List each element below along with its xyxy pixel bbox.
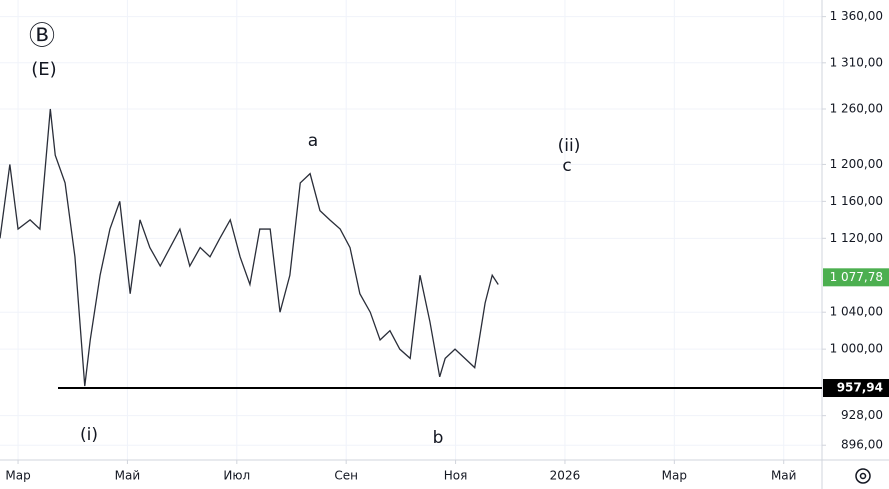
y-tick-label: 1 160,00: [830, 194, 883, 208]
y-tick-label: 1 200,00: [830, 157, 883, 171]
wave-label: (E): [31, 59, 56, 80]
y-tick-label: 1 000,00: [830, 342, 883, 356]
wave-label: c: [562, 156, 571, 176]
x-tick-label: Май: [771, 469, 797, 483]
y-tick-label: 1 120,00: [830, 231, 883, 245]
grid: [0, 0, 822, 460]
y-tick-label: 1 310,00: [830, 55, 883, 69]
wave-label: b: [433, 428, 444, 448]
y-tick-label: 896,00: [841, 438, 883, 452]
wave-label: a: [308, 131, 318, 151]
level-label-box: [823, 379, 889, 398]
x-tick-label: Сен: [334, 469, 358, 483]
y-tick-label: 928,00: [841, 408, 883, 422]
y-tick-label: 1 260,00: [830, 101, 883, 115]
last-price-label: 1 077,78: [830, 270, 883, 284]
wave-label: Ⓑ: [29, 22, 55, 52]
gear-center[interactable]: [859, 472, 867, 480]
x-tick-label: Мар: [662, 469, 687, 483]
x-tick-label: Май: [115, 469, 141, 483]
x-tick-label: Июл: [223, 469, 250, 483]
y-tick-label: 1 040,00: [830, 305, 883, 319]
last-price-box: [823, 268, 889, 287]
y-tick-label: 1 360,00: [830, 9, 883, 23]
settings-button[interactable]: [855, 468, 871, 484]
x-tick-label: Мар: [5, 469, 30, 483]
price-line: [0, 108, 499, 387]
wave-label: (ii): [558, 136, 581, 156]
level-label: 957,94: [837, 381, 883, 395]
gear-icon[interactable]: [855, 468, 871, 484]
x-tick-label: 2026: [550, 469, 581, 483]
wave-label: (i): [80, 425, 98, 445]
x-tick-label: Ноя: [444, 469, 468, 483]
